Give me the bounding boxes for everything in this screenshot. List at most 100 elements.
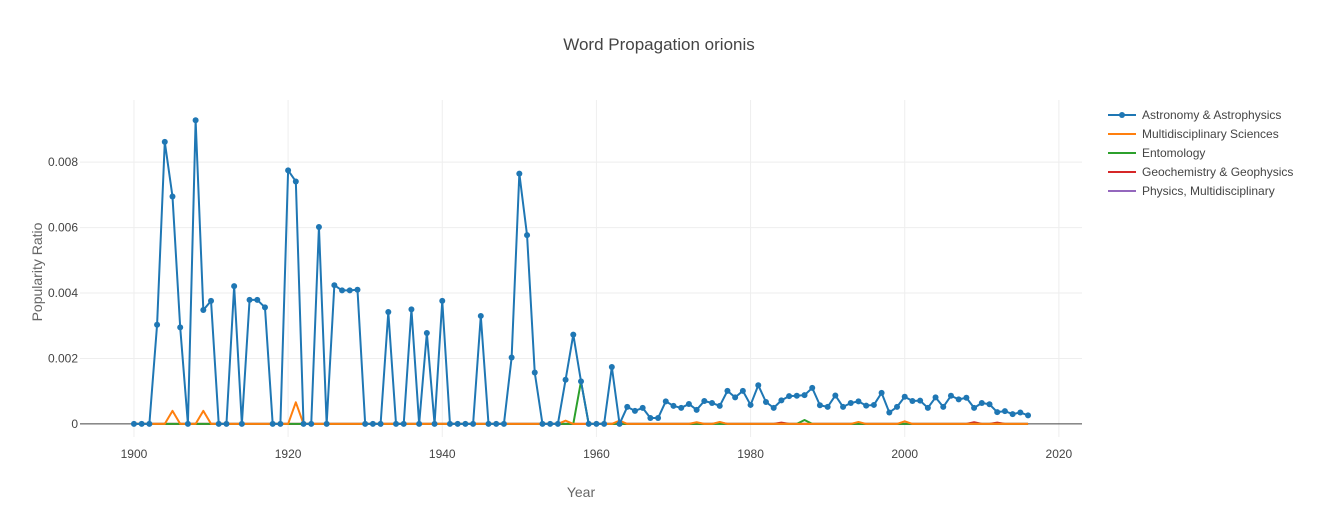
data-point [146,420,153,427]
legend-item-geochemistry-geophysics[interactable]: Geochemistry & Geophysics [1108,165,1293,179]
data-point [894,403,901,410]
data-point [154,321,161,328]
plot-area [130,117,1032,427]
data-point [847,399,854,406]
data-point [531,369,538,376]
series-astronomy-astrophysics [130,117,1032,427]
y-axis-ticks: 0 0.002 0.004 0.006 0.008 [48,155,78,431]
data-point [315,223,322,230]
data-point [570,331,577,338]
x-tick-label: 1940 [429,447,456,461]
data-point [793,392,800,399]
series-line-entomology [133,380,1029,425]
data-point [870,401,877,408]
data-point [192,117,199,124]
data-point [493,420,500,427]
data-point [955,396,962,403]
data-point [786,393,793,400]
data-point [177,324,184,331]
data-point [593,420,600,427]
x-tick-label: 1960 [583,447,610,461]
y-tick-label: 0 [71,417,78,431]
data-point [747,401,754,408]
legend-item-astronomy-astrophysics[interactable]: Astronomy & Astrophysics [1108,108,1281,122]
legend-marker [1119,112,1125,118]
data-point [670,402,677,409]
data-point [377,420,384,427]
data-point [840,403,847,410]
series-line-multidisciplinary-sciences [133,401,1029,425]
data-point [269,420,276,427]
data-point [724,387,731,394]
data-point [169,193,176,200]
legend-label: Physics, Multidisciplinary [1142,184,1275,198]
data-point [138,420,145,427]
data-point [339,287,346,294]
x-tick-label: 1920 [275,447,302,461]
data-point [616,420,623,427]
data-point [161,138,168,145]
data-point [578,378,584,385]
data-point [901,393,908,400]
data-point [254,296,261,303]
data-point [986,401,993,408]
data-point [215,420,222,427]
data-point [331,282,338,289]
x-axis-ticks: 1900 1920 1940 1960 1980 2000 2020 [121,447,1073,461]
data-point [886,409,893,416]
data-point [801,392,808,399]
data-point [362,420,369,427]
data-point [439,297,446,304]
data-point [878,389,885,396]
data-point [732,394,739,401]
legend-item-physics-multidisciplinary[interactable]: Physics, Multidisciplinary [1108,184,1275,198]
chart-title: Word Propagation orionis [563,35,755,54]
data-point [516,170,523,177]
data-point [431,420,438,427]
data-point [963,394,970,401]
data-point [1025,412,1032,419]
y-tick-label: 0.008 [48,155,78,169]
data-point [924,404,931,411]
data-point [308,420,315,427]
data-point [408,306,415,313]
data-point [978,399,985,406]
data-point [824,403,831,410]
data-point [346,287,353,294]
gridlines [80,100,1082,437]
data-point [778,397,785,404]
data-point [416,420,423,427]
data-point [423,329,430,336]
data-point [601,420,608,427]
data-point [200,307,207,314]
data-point [323,420,330,427]
legend-label: Multidisciplinary Sciences [1142,127,1279,141]
data-point [917,397,924,404]
data-point [994,409,1001,416]
data-point [470,420,477,427]
data-point [500,420,507,427]
data-point [709,399,716,406]
data-point [261,304,268,311]
data-point [832,392,839,399]
data-point [909,398,916,405]
data-point [223,420,230,427]
data-point [524,232,531,239]
data-point [554,420,561,427]
data-point [446,420,453,427]
legend-item-multidisciplinary-sciences[interactable]: Multidisciplinary Sciences [1108,127,1279,141]
legend-item-entomology[interactable]: Entomology [1108,146,1205,160]
legend-label: Geochemistry & Geophysics [1142,165,1293,179]
x-tick-label: 2000 [891,447,918,461]
data-point [485,420,492,427]
data-point [701,398,708,405]
y-tick-label: 0.004 [48,286,78,300]
data-point [624,403,631,410]
data-point [639,404,646,411]
data-point [1009,411,1016,418]
data-point [608,363,615,370]
data-point [1017,409,1024,416]
data-point [400,420,407,427]
x-tick-label: 2020 [1046,447,1073,461]
